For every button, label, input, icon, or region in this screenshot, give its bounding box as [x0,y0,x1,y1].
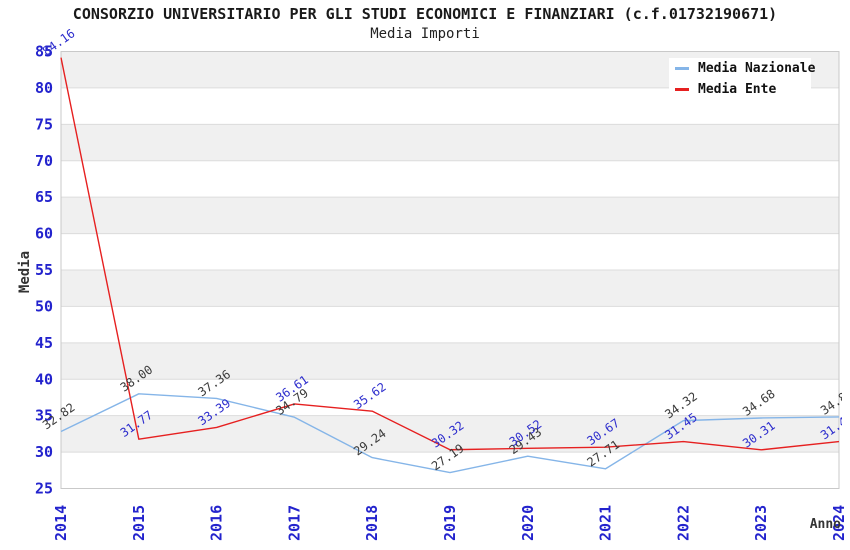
data-label-media-nazionale: 34.83 [818,386,850,418]
x-tick-label: 2017 [285,505,303,541]
chart-subtitle: Media Importi [370,26,480,42]
plot-band [61,124,839,161]
legend-swatch-media-ente [675,88,689,91]
legend-item-media-nazionale: Media Nazionale [669,58,815,79]
y-tick-label: 65 [35,188,53,206]
legend-label-media-nazionale: Media Nazionale [698,61,816,76]
x-tick-label: 2018 [363,505,381,541]
x-tick-label: 2022 [674,505,692,541]
series-line-media-ente [60,57,840,451]
plot-band [61,342,839,380]
x-tick-label: 2020 [519,505,537,541]
plot-border [60,51,840,489]
y-tick-label: 60 [35,225,53,243]
y-axis-title: Media [17,251,33,293]
legend-swatch-media-nazionale [675,67,689,70]
y-tick-label: 45 [35,334,53,352]
y-tick-label: 40 [35,370,53,388]
y-tick-label: 30 [35,443,53,461]
data-label-media-ente: 35.62 [351,380,389,412]
x-tick-label: 2024 [830,505,848,541]
y-tick-label: 85 [35,43,53,61]
chart-title: CONSORZIO UNIVERSITARIO PER GLI STUDI EC… [72,5,778,23]
plot-band [61,270,839,307]
y-tick-label: 50 [35,297,53,315]
series-line-media-nazionale [60,393,840,474]
y-tick-label: 75 [35,115,53,133]
x-tick-label: 2019 [441,505,459,541]
x-tick-label: 2014 [52,505,70,541]
y-tick-label: 70 [35,152,53,170]
legend-label-media-ente: Media Ente [698,82,777,97]
x-tick-label: 2021 [597,505,615,541]
x-axis-title: Anno [810,517,841,532]
x-tick-label: 2015 [130,505,148,541]
legend: Media Nazionale Media Ente [669,58,815,100]
y-tick-label: 55 [35,261,53,279]
data-label-media-nazionale: 34.68 [740,387,778,419]
plot-band [61,415,839,453]
y-tick-label: 80 [35,79,53,97]
y-tick-label: 35 [35,407,53,425]
x-tick-label: 2016 [208,505,226,541]
plot-band [61,197,839,234]
legend-item-media-ente: Media Ente [669,79,811,100]
x-tick-label: 2023 [752,505,770,541]
y-tick-label: 25 [35,480,53,498]
